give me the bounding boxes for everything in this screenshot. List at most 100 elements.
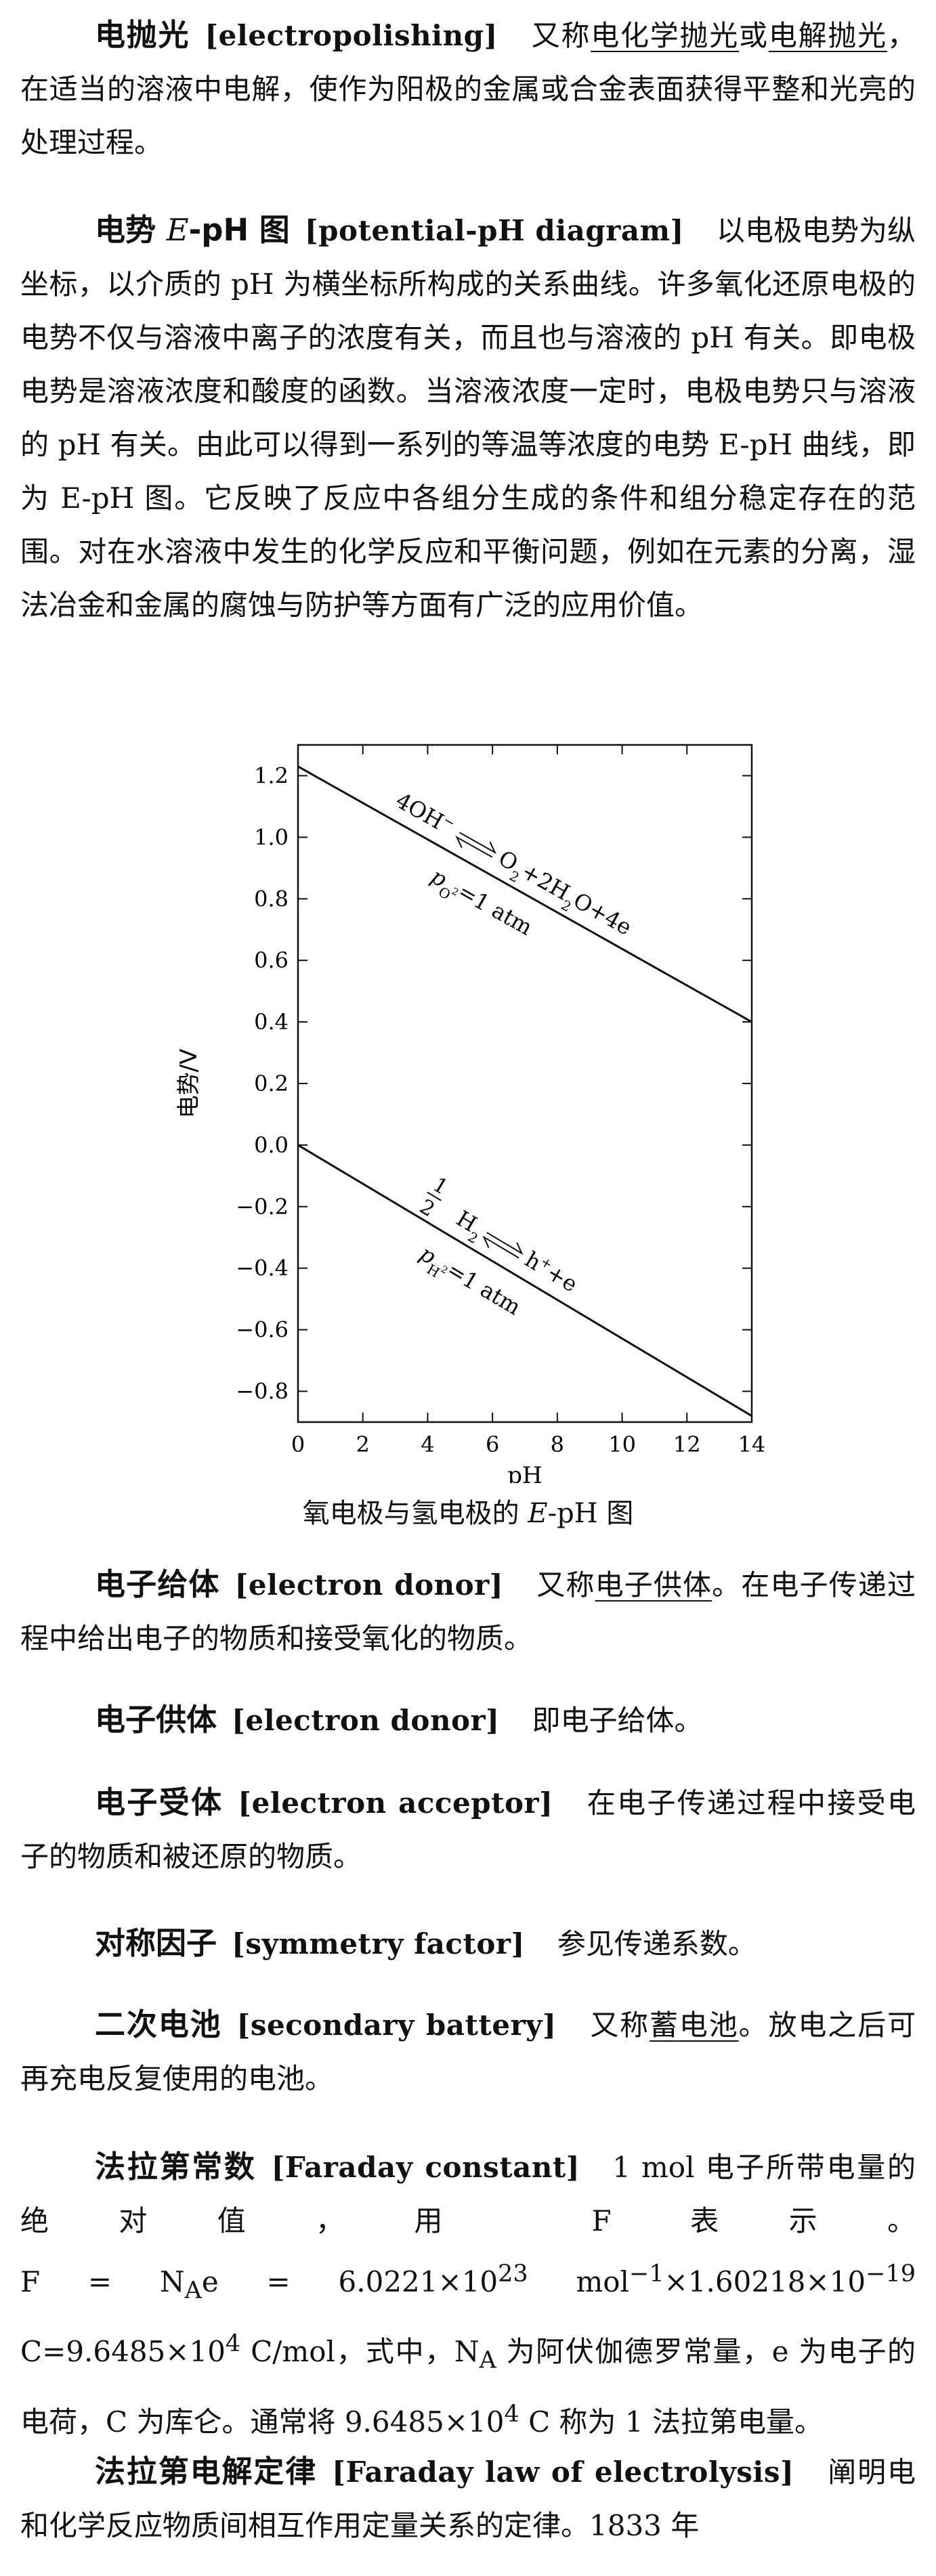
entry-text: 以电极电势为纵坐标，以介质的 pH 为横坐标所构成的关系曲线。许多氧化还原电极的… [20,214,916,622]
entry-text: C 称为 1 法拉第电量。 [519,2405,823,2439]
formula-superscript: −19 [866,2260,916,2288]
entry-symmetry-factor: 对称因子 [symmetry factor] 参见传递系数。 [20,1916,916,1971]
entry-faraday-law: 法拉第电解定律 [Faraday law of electrolysis] 阐明电和… [20,2445,916,2552]
y-tick-label: 0.2 [254,1071,289,1096]
caption-italic: E [528,1498,548,1529]
reaction-left: H2 [449,1205,489,1247]
entry-term: 电子受体 [95,1784,224,1820]
x-tick-label: 0 [291,1432,305,1457]
entry-english: [Faraday constant] [271,2151,580,2184]
y-tick-label: 0.8 [254,886,289,911]
figure-caption: 氧电极与氢电极的 E-pH 图 [0,1493,936,1534]
formula-part: C/mol，式中，N [240,2335,480,2369]
series-lines [297,765,752,1417]
entry-english: [electropolishing] [205,19,498,52]
series-line [297,1144,752,1417]
x-tick-label: 8 [551,1432,564,1457]
entry-electron-donor: 电子给体 [electron donor] 又称电子供体。在电子传递过程中给出电子的… [20,1558,916,1665]
entry-electron-donor-2: 电子供体 [electron donor] 即电子给体。 [20,1693,916,1747]
y-tick-label: 0.4 [254,1009,289,1035]
entry-english: [symmetry factor] [232,1927,525,1960]
x-tick-label: 12 [673,1432,701,1457]
caption-part: -pH 图 [547,1498,634,1529]
equilibrium-arrow-backward [482,1235,519,1259]
entry-english: [Faraday law of electrolysis] [332,2455,794,2489]
formula-superscript: 4 [225,2330,241,2358]
series-line [297,765,752,1023]
x-tick-label: 6 [486,1432,499,1457]
entry-faraday-constant: 法拉第常数 [Faraday constant] 1 mol 电子所带电量的绝对值，… [20,2140,916,2449]
entry-term: 电抛光 [95,17,190,53]
entry-text: 又称 [536,1568,595,1602]
entry-text: 即电子给体。 [532,1704,703,1737]
entry-text: 又称 [589,2009,650,2042]
caption-part: 氧电极与氢电极的 [302,1498,528,1529]
formula-part: F = N [20,2265,185,2298]
term-italic: E [166,212,189,248]
entry-english: [secondary battery] [236,2009,557,2042]
entry-text: 阐明电和化学反应物质间相互作用定量关系的定律。1833 年 [20,2455,916,2542]
formula-superscript: −1 [629,2260,664,2288]
entry-text: 在电子传递过程中接受电子的物质和被还原的物质。 [20,1786,916,1873]
entry-term: 电子供体 [95,1702,217,1738]
entry-secondary-battery: 二次电池 [secondary battery] 又称蓄电池。放电之后可再充电反复使… [20,1998,916,2105]
x-tick-label: 14 [738,1432,766,1457]
faraday-formula: F = NAe = 6.0221×1023 mol−1 [20,2260,664,2304]
y-tick-label: −0.8 [236,1379,289,1404]
formula-subscript: A [479,2346,496,2374]
y-tick-label: 1.0 [254,824,289,850]
entry-english: [electron acceptor] [238,1786,553,1820]
formula-superscript: 23 [498,2260,528,2288]
y-tick-label: −0.6 [236,1317,289,1343]
equilibrium-arrow-forward [459,832,496,855]
y-tick-label: −0.2 [236,1194,289,1220]
term-part: -pH 图 [188,212,290,248]
equilibrium-arrow-forward [486,1232,524,1255]
cross-reference: 电化学抛光 [591,19,740,52]
entry-electropolishing: 电抛光 [electropolishing] 又称电化学抛光或电解抛光，在适当的溶液… [20,8,916,169]
reaction-right: h++e [521,1246,582,1297]
entry-term: 二次电池 [95,2006,222,2042]
entry-text: 为阿伏伽德罗常量，e 为电子的电荷，C 为库仑。通常将 9.6485×10 [20,2335,916,2439]
cross-reference: 蓄电池 [650,2009,739,2042]
axis-ticks: 0 2 4 6 8 10 12 14 1.2 1.0 0.8 0.6 0.4 0.2 0.0 −0.2 −0.4… [236,745,765,1457]
x-axis-label: pH [507,1462,542,1483]
y-tick-label: 0.6 [254,947,289,973]
entry-text: ，在适当的溶液中电解，使作为阳极的金属或合金表面获得平整和光亮的处理过程。 [20,19,916,159]
reaction-left: 4OH− [391,787,459,840]
formula-part: C=9.6485×10 [20,2335,226,2369]
entry-term: 法拉第电解定律 [95,2453,318,2489]
entry-english: [electron donor] [234,1568,504,1602]
entry-text: 又称 [530,19,591,52]
entry-term: 电势 E-pH 图 [95,212,290,248]
y-tick-label: 1.2 [254,763,289,788]
entry-term: 法拉第常数 [95,2149,257,2185]
y-tick-label: 0.0 [254,1132,289,1158]
entry-english: [electron donor] [232,1704,500,1737]
entry-term: 对称因子 [95,1925,217,1961]
pressure-condition: pH2=1 atm [412,1241,526,1326]
cross-reference: 电子供体 [595,1568,712,1602]
entry-text: 参见传递系数。 [557,1927,757,1960]
entry-text: 。在电子传递过程中给出电子的物质和接受氧化的物质。 [20,1568,916,1655]
e-ph-chart: 0 2 4 6 8 10 12 14 1.2 1.0 0.8 0.6 0.4 0.2 0.0 −0.2 −0.4… [175,744,765,1483]
entry-electron-acceptor: 电子受体 [electron acceptor] 在电子传递过程中接受电子的物质和被… [20,1776,916,1883]
formula-part: ×1.60218×10 [664,2265,866,2298]
entry-term: 电子给体 [95,1566,220,1602]
x-tick-label: 10 [608,1432,636,1457]
plot-frame [297,744,753,1423]
x-tick-label: 4 [421,1432,434,1457]
entry-text: 或 [739,19,769,52]
y-axis-label: 电势/V [175,1049,203,1119]
y-tick-label: −0.4 [236,1255,289,1281]
cross-reference: 电解抛光 [768,19,887,52]
entry-text: 。放电之后可再充电反复使用的电池。 [20,2009,916,2095]
formula-subscript: A [184,2277,202,2304]
formula-part: mol [528,2265,629,2298]
equilibrium-arrow-backward [455,835,493,858]
entry-potential-ph-diagram: 电势 E-pH 图 [potential-pH diagram] 以电极电势为纵坐标… [20,203,916,632]
